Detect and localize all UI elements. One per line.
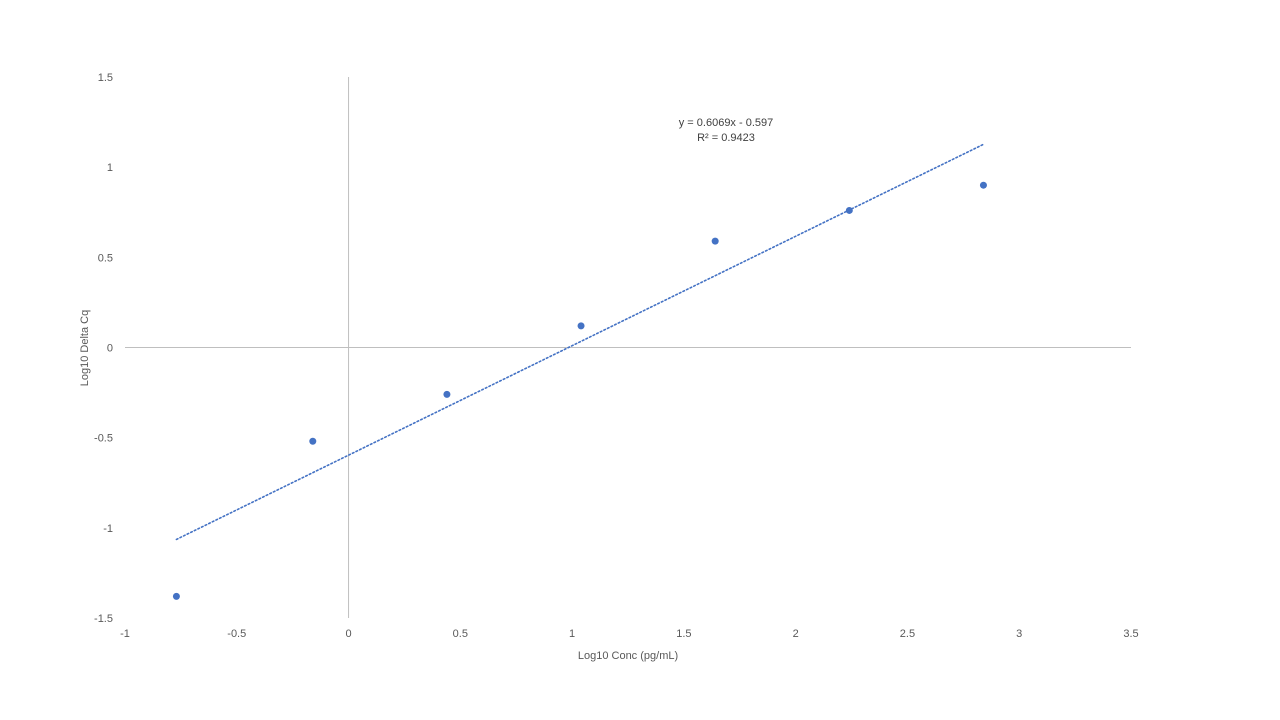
y-tick-label: 0 (107, 343, 113, 355)
y-tick-label: -1.5 (94, 613, 113, 625)
x-tick-label: 2.5 (900, 628, 915, 640)
trendline-r-squared: R² = 0.9423 (697, 132, 755, 144)
x-tick-label: 0.5 (453, 628, 468, 640)
data-point (845, 206, 853, 214)
y-tick-label: -0.5 (94, 433, 113, 445)
data-point (309, 437, 317, 445)
data-point (979, 181, 987, 189)
data-point (577, 322, 585, 330)
trendline-layer (175, 143, 985, 541)
x-tick-label: 0 (345, 628, 351, 640)
y-tick-label: 0.5 (98, 252, 113, 264)
trendline-equation: y = 0.6069x - 0.597 (679, 117, 773, 129)
axes-layer (125, 77, 1131, 618)
data-point (711, 237, 719, 245)
x-tick-label: -1 (120, 628, 130, 640)
x-tick-label: 1.5 (676, 628, 691, 640)
x-tick-label: 2 (793, 628, 799, 640)
x-tick-label: -0.5 (227, 628, 246, 640)
x-tick-label: 3 (1016, 628, 1022, 640)
y-axis-title: Log10 Delta Cq (79, 310, 91, 386)
y-tick-label: 1.5 (98, 72, 113, 84)
points-layer (172, 181, 987, 600)
data-point (443, 390, 451, 398)
y-tick-label: 1 (107, 162, 113, 174)
data-point (172, 592, 180, 600)
trendline (175, 143, 985, 541)
x-axis-title: Log10 Conc (pg/mL) (578, 650, 678, 662)
x-tick-label: 3.5 (1123, 628, 1138, 640)
labels-layer: -1 -0.5 0 0.5 1 1.5 2 2.5 3 3.5 -1.5 -1 -0.5 0 0.5 1 1.5 (94, 72, 1139, 640)
x-tick-label: 1 (569, 628, 575, 640)
y-tick-label: -1 (103, 523, 113, 535)
